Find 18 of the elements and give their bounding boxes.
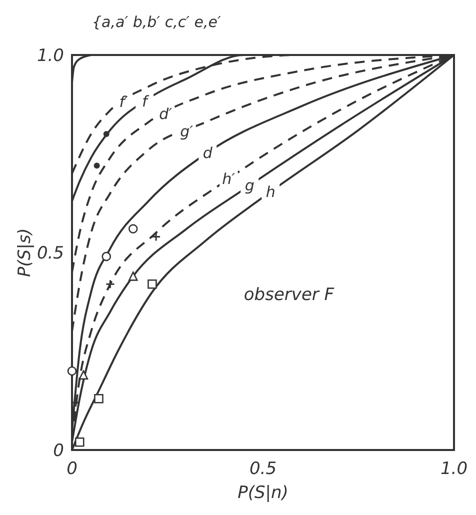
x-tick-label: 1.0	[440, 459, 468, 479]
series-label: g	[244, 176, 254, 195]
text: {a,a′ b,b′ c,c′ e,e′	[92, 13, 222, 31]
series-label: h′	[222, 170, 236, 188]
series-label: d′	[159, 104, 173, 123]
y-tick-label: 0.5	[36, 244, 64, 264]
x-tick-label: 0.5	[249, 459, 277, 479]
y-axis-title: P(S|s)	[15, 228, 35, 277]
annotation: observer F	[244, 284, 334, 305]
y-tick-label: 1.0	[36, 46, 64, 66]
series-label: f	[142, 92, 150, 111]
x-tick-label: 0	[66, 459, 78, 479]
series-label: g′	[180, 122, 194, 140]
series-label: d	[202, 144, 213, 162]
series-label: f′	[119, 93, 129, 112]
series-label: h	[266, 182, 276, 201]
x-axis-title: P(S|n)	[238, 483, 288, 503]
y-tick-label: 0	[53, 441, 64, 461]
